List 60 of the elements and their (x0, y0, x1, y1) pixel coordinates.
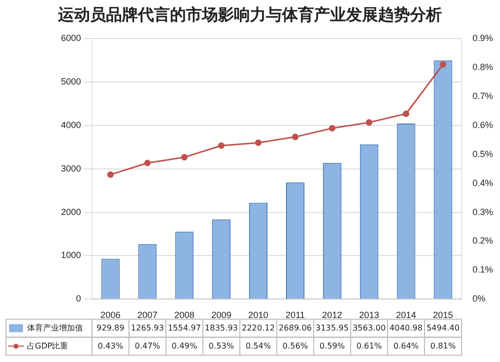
x-tick-label: 2013 (359, 310, 380, 320)
data-label: 4040.98 (390, 323, 423, 332)
y-tick-label: 6000 (60, 32, 82, 43)
y2-tick-label: 0.7% (472, 90, 493, 101)
data-label: 0.43% (98, 341, 124, 350)
chart-title: 运动员品牌代言的市场影响力与体育产业发展趋势分析 (57, 4, 443, 26)
point (181, 154, 188, 160)
data-label: 0.81% (430, 341, 456, 350)
point (144, 160, 151, 166)
data-label: 0.64% (393, 341, 420, 350)
y2-tick-label: 0.6% (472, 120, 493, 130)
y-tick-label: 2000 (60, 206, 82, 217)
point (255, 139, 262, 146)
point (402, 110, 410, 117)
data-label: 1835.93 (204, 323, 238, 332)
data-label: 1265.93 (130, 323, 164, 332)
data-label: 0.49% (172, 341, 198, 350)
data-label: 3135.95 (316, 323, 349, 332)
point (107, 171, 114, 178)
point (328, 124, 336, 132)
legend-label: 体育产业增加值 (27, 323, 83, 332)
data-label: 0.53% (208, 341, 234, 350)
x-tick-label: 2007 (137, 310, 158, 320)
point (440, 61, 446, 68)
y-tick-label: 4000 (60, 120, 82, 130)
y2-tick-label: 0.8% (472, 62, 493, 72)
data-label: 3563.00 (352, 323, 386, 332)
y-tick-label: 5000 (60, 76, 82, 86)
x-tick-label: 2008 (174, 310, 194, 320)
y-tick-label: 0 (76, 294, 82, 304)
x-tick-label: 2012 (322, 310, 342, 320)
x-tick-label: 2014 (396, 310, 416, 320)
x-tick-label: 2010 (248, 310, 268, 320)
legend-label: 占GDP比重 (27, 341, 68, 350)
data-label: 5494.40 (426, 323, 460, 332)
data-label: 1554.97 (168, 323, 201, 332)
point (218, 142, 225, 149)
x-tick-label: 2015 (432, 310, 454, 320)
data-label: 0.54% (246, 341, 272, 350)
data-label: 0.59% (319, 341, 346, 350)
point (366, 119, 372, 126)
data-label: 0.47% (134, 341, 161, 350)
x-tick-label: 2009 (211, 310, 232, 320)
data-label: 2689.06 (278, 323, 312, 332)
y2-tick-label: 0% (472, 294, 486, 304)
x-tick-label: 2006 (100, 310, 121, 320)
y-tick-label: 3000 (60, 163, 82, 174)
data-label: 2220.12 (242, 323, 275, 332)
y2-tick-label: 0.9% (472, 32, 493, 43)
y2-tick-label: 0.5% (472, 148, 493, 159)
x-tick-label: 2011 (286, 310, 305, 320)
data-label: 0.61% (356, 341, 382, 350)
y2-tick-label: 0.2% (472, 236, 493, 246)
point (292, 134, 298, 140)
y2-tick-label: 0.3% (472, 206, 493, 217)
data-label: 929.89 (96, 323, 124, 332)
data-label: 0.56% (282, 341, 308, 350)
y-tick-label: 1000 (60, 250, 82, 260)
y2-tick-label: 0.1% (472, 264, 493, 275)
y2-tick-label: 0.4% (472, 178, 493, 188)
